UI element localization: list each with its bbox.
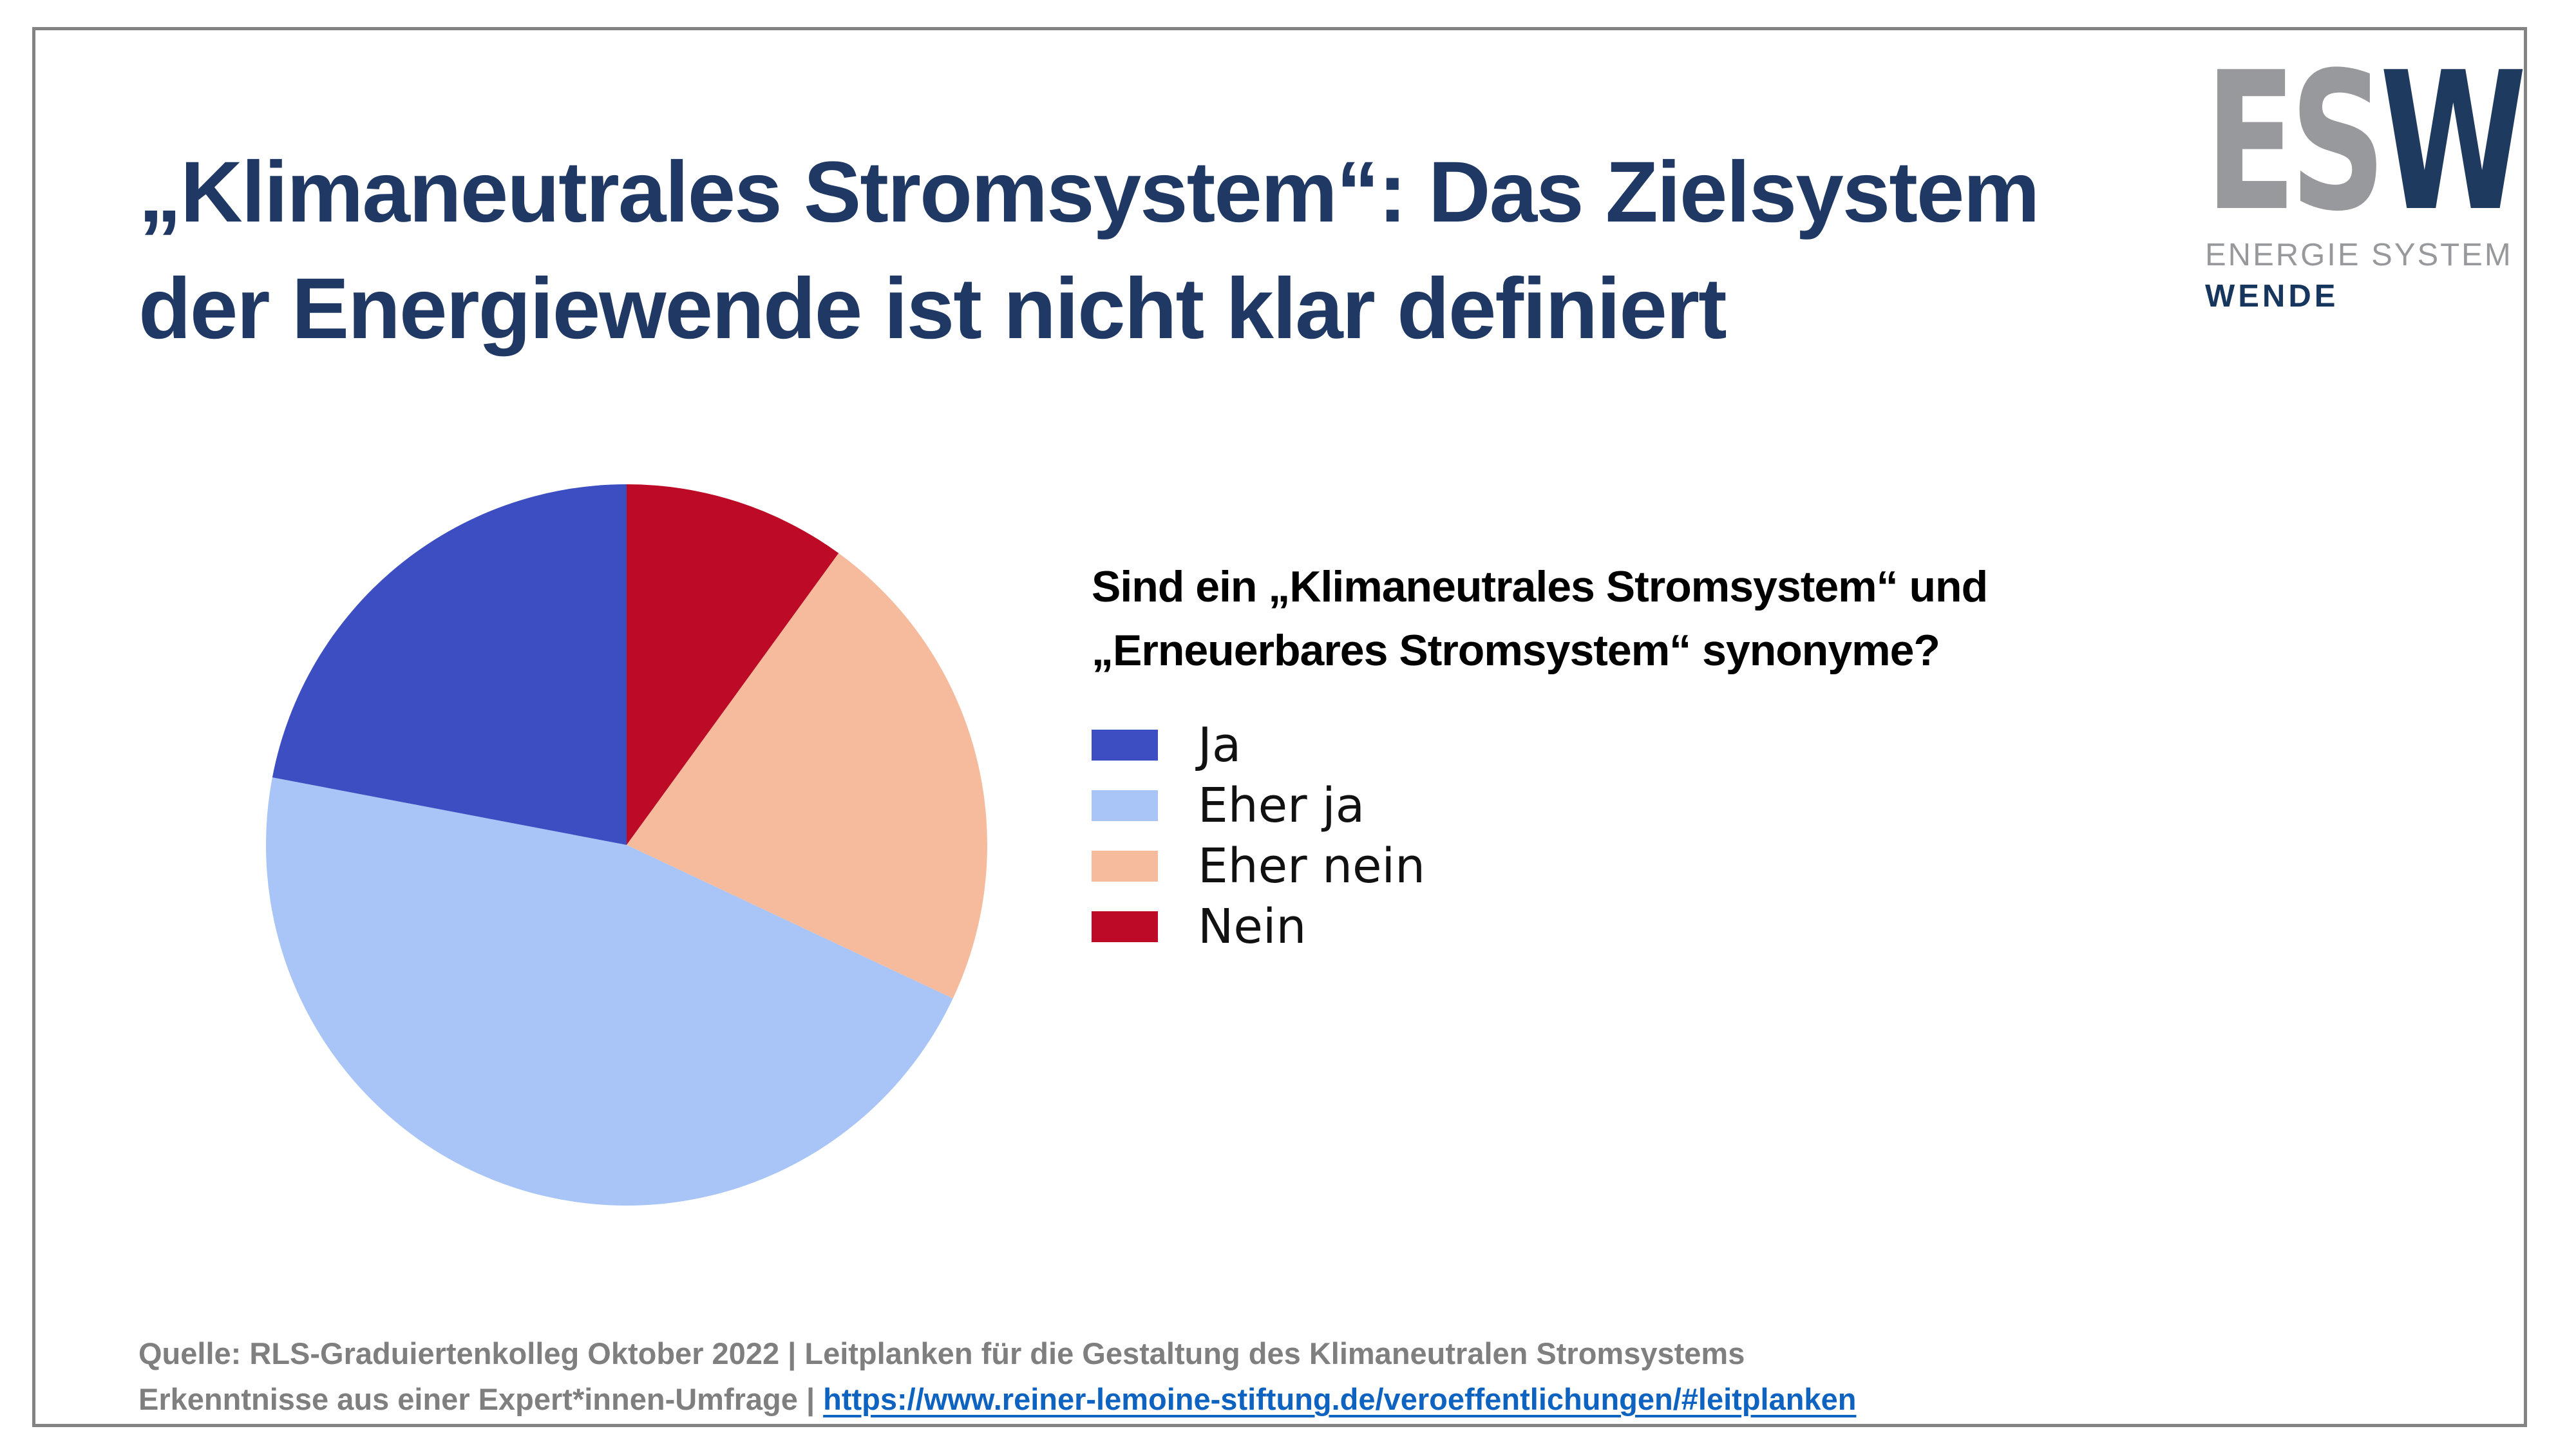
survey-question-line-2: „Erneuerbares Stromsystem“ synonyme? [1092, 626, 1940, 675]
survey-question-line-1: Sind ein „Klimaneutrales Stromsystem“ un… [1092, 562, 1988, 611]
pie-slice-ja [272, 484, 627, 845]
esw-logo: ESW ENERGIE SYSTEM WENDE [2205, 47, 2527, 314]
legend-label: Ja [1198, 717, 1242, 773]
esw-logo-letters-es: ES [2205, 31, 2386, 253]
legend-label: Eher nein [1198, 838, 1426, 894]
legend-swatch-eher-nein [1092, 851, 1158, 882]
source-line-2: Erkenntnisse aus einer Expert*innen-Umfr… [138, 1376, 2328, 1422]
pie-slice-eher-ja [265, 777, 953, 1206]
legend-item-eher-nein: Eher nein [1092, 842, 1864, 890]
esw-logo-wordmark: ESW [2205, 47, 2527, 238]
esw-logo-letter-w: W [2380, 31, 2527, 253]
page-title-line-1: „Klimaneutrales Stromsystem“: Das Zielsy… [138, 144, 2040, 240]
page-title-line-2: der Energiewende ist nicht klar definier… [138, 260, 1727, 357]
legend-item-nein: Nein [1092, 903, 1864, 951]
source-line-2-text: Erkenntnisse aus einer Expert*innen-Umfr… [138, 1382, 824, 1416]
page-title: „Klimaneutrales Stromsystem“: Das Zielsy… [138, 134, 2186, 367]
legend-label: Nein [1198, 899, 1307, 954]
legend-label: Eher ja [1198, 778, 1365, 833]
pie-slice-eher-nein [627, 553, 987, 999]
legend-item-eher-ja: Eher ja [1092, 782, 1864, 829]
esw-logo-subtitle-energie-system: ENERGIE SYSTEM [2205, 238, 2513, 272]
pie-slice-nein [627, 484, 839, 845]
legend-swatch-eher-ja [1092, 790, 1158, 821]
legend-swatch-ja [1092, 730, 1158, 761]
chart-legend: Ja Eher ja Eher nein Nein [1092, 721, 1864, 969]
source-link[interactable]: https://www.reiner-lemoine-stiftung.de/v… [823, 1382, 1857, 1416]
source-footer: Quelle: RLS-Graduiertenkolleg Oktober 20… [138, 1331, 2328, 1422]
survey-question: Sind ein „Klimaneutrales Stromsystem“ un… [1092, 555, 2315, 683]
esw-logo-subtitle-wende: WENDE [2205, 279, 2339, 314]
legend-item-ja: Ja [1092, 721, 1864, 769]
legend-swatch-nein [1092, 911, 1158, 942]
source-line-1: Quelle: RLS-Graduiertenkolleg Oktober 20… [138, 1336, 1745, 1370]
